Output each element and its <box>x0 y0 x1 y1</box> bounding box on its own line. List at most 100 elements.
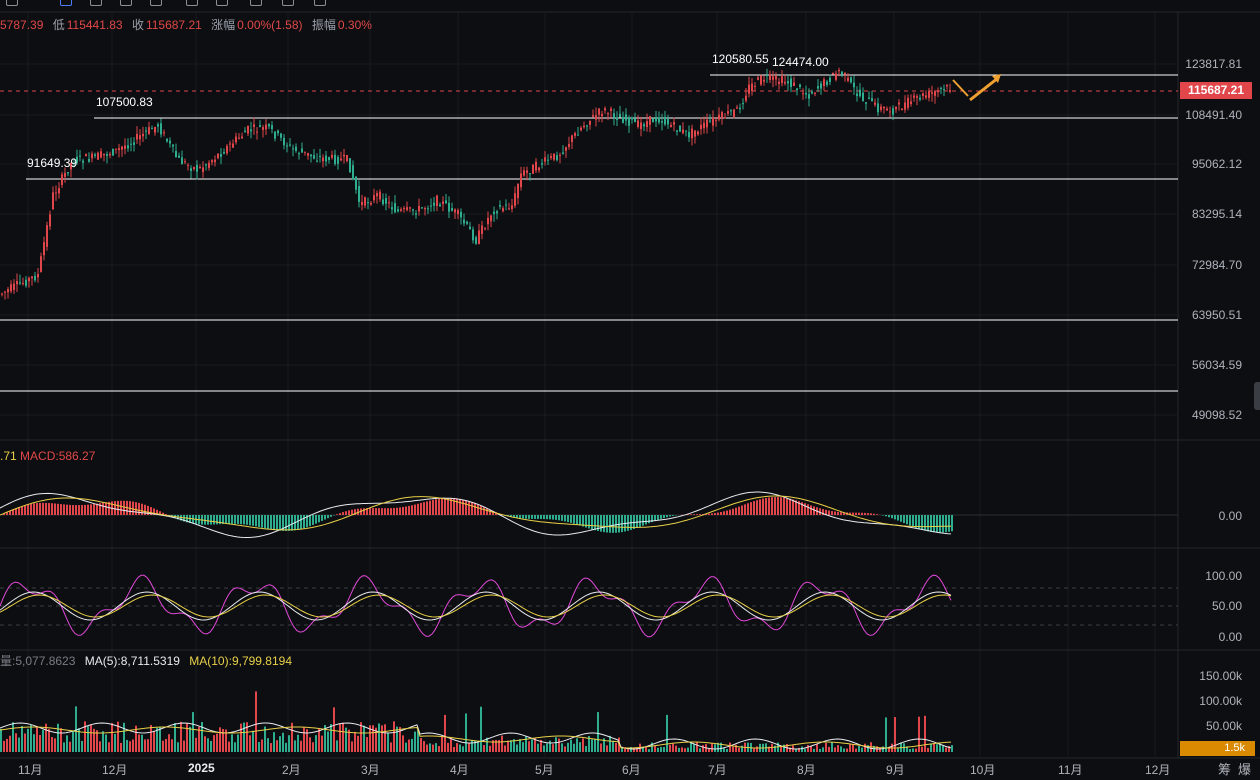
candle-body <box>724 117 726 119</box>
volume-bar <box>930 743 932 752</box>
candle-body <box>529 173 531 175</box>
candle-body <box>940 87 942 89</box>
star-icon[interactable] <box>60 0 72 6</box>
macd-bar <box>213 515 215 525</box>
candle-body <box>376 193 378 197</box>
candle-body <box>781 76 783 84</box>
settings-icon[interactable] <box>216 0 228 6</box>
candle-body <box>325 155 327 162</box>
layout-icon[interactable] <box>150 0 162 6</box>
candle-body <box>400 209 402 211</box>
candle-body <box>787 81 789 84</box>
candle-body <box>163 132 165 134</box>
macd-axis-label: 0.00 <box>1218 509 1242 523</box>
macd-bar <box>864 512 866 515</box>
volume-bar <box>501 735 503 752</box>
volume-bar <box>306 729 308 752</box>
volume-bar <box>702 745 704 752</box>
collapse-handle[interactable] <box>1254 382 1260 410</box>
macd-bar <box>96 503 98 515</box>
macd-bar <box>477 504 479 515</box>
screenshot-icon[interactable] <box>186 0 198 6</box>
chips-button[interactable]: 筹 <box>1218 762 1232 777</box>
volume-bar <box>450 737 452 752</box>
macd-bar <box>228 515 230 524</box>
volume-bar <box>948 745 950 752</box>
volume-bar <box>33 734 35 752</box>
liquidation-button[interactable]: 爆 <box>1238 762 1252 777</box>
candle-body <box>622 116 624 123</box>
volume-bar <box>528 741 530 752</box>
candle-body <box>613 113 615 118</box>
kdj-axis-label: 50.00 <box>1211 599 1242 613</box>
candle-body <box>886 108 888 111</box>
macd-bar <box>903 515 905 523</box>
macd-value: MACD:586.27 <box>20 449 96 463</box>
candle-body <box>463 219 465 224</box>
volume-bar <box>819 748 821 752</box>
volume-bar <box>576 738 578 752</box>
volume-bar <box>72 730 74 752</box>
macd-bar <box>558 515 560 521</box>
annotation-91649[interactable]: 91649.39 <box>27 156 78 170</box>
candle-body <box>946 84 948 87</box>
macd-bar <box>579 515 581 526</box>
macd-bar <box>603 515 605 533</box>
candle-body <box>154 127 156 133</box>
annotation-120580[interactable]: 120580.55 <box>712 52 769 66</box>
fx-icon[interactable] <box>120 0 132 6</box>
macd-bar <box>891 515 893 519</box>
macd-bar <box>936 515 938 533</box>
macd-bar <box>267 515 269 529</box>
macd-bar <box>156 509 158 515</box>
macd-bar <box>288 515 290 531</box>
volume-bar <box>9 735 11 752</box>
indicator-icon[interactable] <box>90 0 102 6</box>
volume-bar <box>909 749 911 752</box>
fullscreen-icon[interactable] <box>250 0 262 6</box>
macd-bar <box>81 505 83 515</box>
macd-bar <box>597 515 599 531</box>
macd-bar <box>90 504 92 515</box>
macd-bar <box>693 514 695 515</box>
volume-bar <box>177 742 179 752</box>
volume-bar <box>351 741 353 752</box>
expand-icon[interactable] <box>6 0 18 6</box>
macd-bar <box>186 515 188 523</box>
macd-bar <box>801 502 803 515</box>
candle-body <box>55 192 57 194</box>
candle-body <box>475 237 477 244</box>
macd-bar <box>441 498 443 515</box>
volume-bar <box>825 742 827 752</box>
annotation-107500[interactable]: 107500.83 <box>96 95 153 109</box>
candle-body <box>64 172 66 177</box>
candle-body <box>214 159 216 163</box>
volume-bar <box>951 745 953 752</box>
window-icon[interactable] <box>314 0 326 6</box>
candle-body <box>223 152 225 154</box>
volume-bar <box>60 728 62 752</box>
annotation-124474[interactable]: 124474.00 <box>772 55 829 69</box>
candle-body <box>607 113 609 115</box>
candle-body <box>925 95 927 98</box>
candle-body <box>355 176 357 190</box>
timer-icon[interactable] <box>282 0 294 6</box>
volume-bar <box>81 740 83 752</box>
macd-bar <box>528 515 530 519</box>
macd-bar <box>408 505 410 515</box>
volume-bar <box>27 728 29 752</box>
candle-body <box>319 156 321 158</box>
macd-bar <box>9 510 11 515</box>
candle-body <box>823 79 825 87</box>
macd-bar <box>264 515 266 529</box>
macd-bar <box>318 515 320 523</box>
candle-body <box>349 158 351 173</box>
volume-bar <box>525 736 527 752</box>
volume-bar <box>591 739 593 752</box>
volume-bar <box>474 741 476 752</box>
macd-bar <box>747 503 749 515</box>
volume-bar <box>36 726 38 752</box>
macd-bar <box>354 509 356 515</box>
